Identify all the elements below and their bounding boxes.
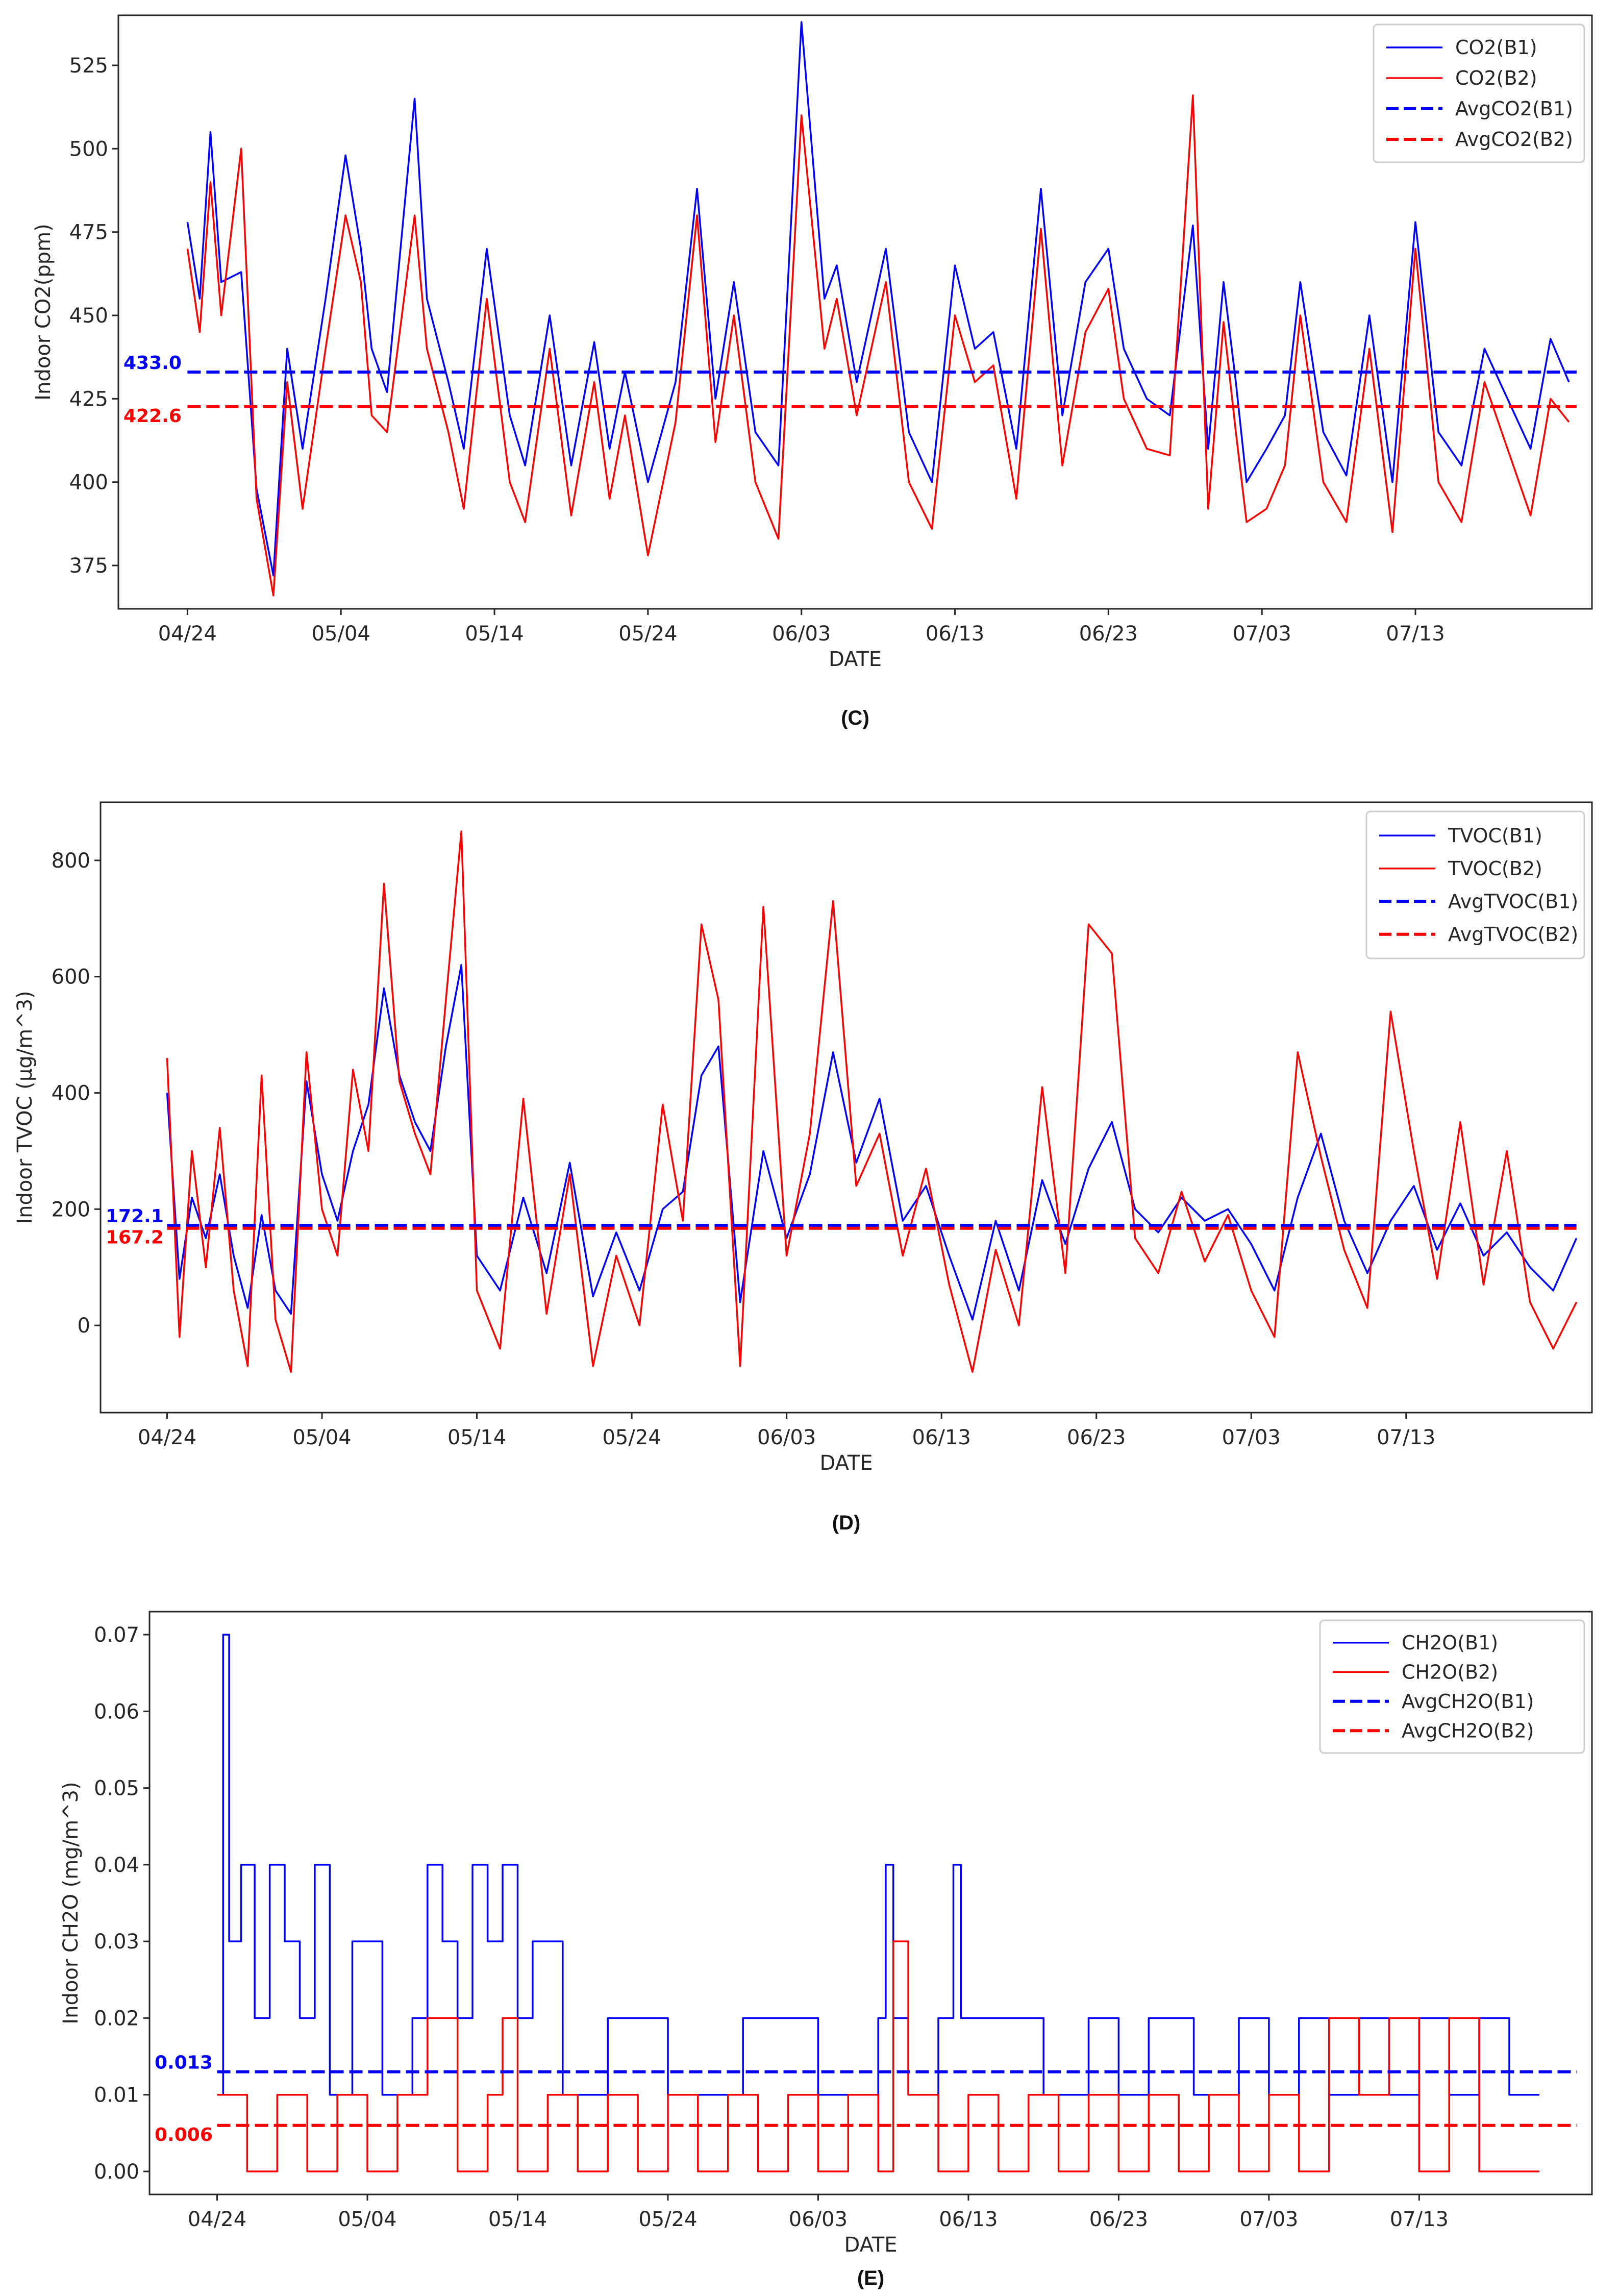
figure-caption: (C) [841, 707, 869, 729]
y-tick-label: 0.06 [94, 1700, 139, 1723]
chart-panel-e: 0.00 0.01 0.02 0.03 0.04 0.05 0.06 0.07 04/24 05/… [59, 1611, 1593, 2257]
x-tick-label: 06/13 [926, 622, 984, 646]
y-axis-label: Indoor CO2(ppm) [32, 224, 55, 400]
series-line-tvocb1 [166, 964, 1578, 1321]
chart-panel-d: 0 200 400 600 800 04/24 05/04 05/14 05/24 06/03 06… [13, 801, 1593, 1475]
x-tick-label: 05/24 [602, 1426, 661, 1449]
x-tick-label: 07/03 [1233, 622, 1291, 646]
legend-label: AvgCO2(B2) [1455, 128, 1573, 151]
y-tick-label: 0 [78, 1314, 90, 1338]
figure-caption: (E) [857, 2267, 884, 2289]
plot-area [166, 830, 1578, 1373]
y-tick-label: 0.05 [94, 1777, 139, 1800]
y-tick-label: 425 [69, 387, 108, 411]
average-value-label: 0.013 [155, 2053, 213, 2073]
legend-label: CO2(B2) [1455, 67, 1537, 89]
y-tick-label: 0.03 [94, 1930, 139, 1954]
x-tick-label: 07/03 [1239, 2208, 1298, 2231]
legend-label: CH2O(B1) [1402, 1632, 1498, 1654]
y-tick-label: 0.04 [94, 1854, 139, 1877]
x-tick-label: 05/04 [312, 622, 370, 646]
legend-box [1319, 1619, 1585, 1754]
y-tick-label: 400 [69, 471, 108, 495]
x-tick-label: 07/13 [1390, 2208, 1449, 2231]
y-tick-label: 0.07 [94, 1623, 139, 1647]
x-tick-label: 07/03 [1222, 1426, 1281, 1449]
x-tick-label: 05/24 [618, 622, 677, 646]
average-value-label: 167.2 [106, 1227, 164, 1248]
x-tick-label: 05/04 [292, 1426, 351, 1449]
figure-caption: (D) [832, 1512, 861, 1534]
average-value-label: 172.1 [106, 1206, 164, 1227]
y-tick-label: 200 [52, 1198, 90, 1221]
x-tick-label: 05/24 [638, 2208, 697, 2231]
x-tick-label: 04/24 [188, 2208, 246, 2231]
x-tick-label: 06/23 [1067, 1426, 1126, 1449]
y-tick-label: 0.02 [94, 2007, 139, 2030]
x-tick-label: 06/03 [772, 622, 831, 646]
series-line-tvocb2 [166, 830, 1578, 1373]
legend: CH2O(B1) CH2O(B2) AvgCH2O(B1) AvgCH2O(B2) [1319, 1619, 1585, 1754]
x-tick-label: 05/14 [465, 622, 524, 646]
legend-label: AvgCH2O(B2) [1402, 1719, 1534, 1742]
y-tick-label: 400 [52, 1082, 90, 1105]
x-tick-label: 07/13 [1386, 622, 1444, 646]
x-tick-label: 05/14 [488, 2208, 547, 2231]
y-tick-label: 500 [69, 137, 108, 161]
average-value-label: 433.0 [123, 353, 182, 374]
legend-box [1373, 23, 1585, 163]
legend-label: CO2(B1) [1455, 36, 1537, 59]
x-axis-label: DATE [819, 1451, 873, 1475]
y-tick-label: 525 [69, 54, 108, 78]
y-tick-label: 375 [69, 554, 108, 578]
average-value-label: 0.006 [155, 2125, 213, 2145]
plot-area [186, 21, 1577, 597]
y-tick-label: 800 [52, 849, 90, 873]
x-axis-label: DATE [829, 648, 882, 671]
y-axis-label: Indoor TVOC (µg/m^3) [13, 991, 37, 1224]
chart-panel-c: 375 400 425 450 475 500 525 04/24 05/04 05/14 05/2… [32, 14, 1593, 671]
x-tick-label: 07/13 [1377, 1426, 1435, 1449]
legend-box [1365, 810, 1585, 959]
legend: CO2(B1) CO2(B2) AvgCO2(B1) AvgCO2(B2) [1373, 23, 1585, 163]
x-tick-label: 06/13 [912, 1426, 971, 1449]
legend-label: TVOC(B2) [1448, 857, 1542, 880]
x-tick-label: 06/23 [1079, 622, 1138, 646]
x-axis-label: DATE [844, 2233, 897, 2257]
plot-frame [148, 1611, 1593, 2195]
series-line-co2b2 [186, 94, 1570, 597]
x-tick-label: 06/03 [789, 2208, 848, 2231]
y-axis-label: Indoor CH2O (mg/m^3) [59, 1782, 83, 2024]
plot-area [217, 1634, 1577, 2172]
x-tick-label: 06/03 [757, 1426, 816, 1449]
legend-label: AvgTVOC(B2) [1448, 923, 1578, 946]
series-line-co2b1 [186, 21, 1570, 577]
legend-label: TVOC(B1) [1448, 824, 1542, 847]
x-tick-label: 04/24 [158, 622, 217, 646]
x-tick-label: 05/04 [338, 2208, 396, 2231]
y-tick-label: 600 [52, 966, 90, 989]
legend: TVOC(B1) TVOC(B2) AvgTVOC(B1) AvgTVOC(B2) [1365, 810, 1585, 959]
y-tick-label: 0.01 [94, 2084, 139, 2107]
y-tick-label: 0.00 [94, 2160, 139, 2184]
x-tick-label: 04/24 [138, 1426, 196, 1449]
legend-label: AvgTVOC(B1) [1448, 890, 1578, 912]
x-tick-label: 06/23 [1089, 2208, 1148, 2231]
average-value-label: 422.6 [123, 406, 182, 427]
plot-frame [99, 801, 1593, 1414]
series-line-ch2ob2 [217, 1940, 1539, 2172]
x-tick-label: 06/13 [939, 2208, 998, 2231]
legend-label: AvgCH2O(B1) [1402, 1690, 1534, 1713]
x-tick-label: 05/14 [447, 1426, 506, 1449]
y-tick-label: 475 [69, 221, 108, 244]
legend-label: AvgCO2(B1) [1455, 97, 1573, 120]
plot-frame [117, 14, 1593, 610]
legend-label: CH2O(B2) [1402, 1661, 1498, 1683]
y-tick-label: 450 [69, 304, 108, 328]
